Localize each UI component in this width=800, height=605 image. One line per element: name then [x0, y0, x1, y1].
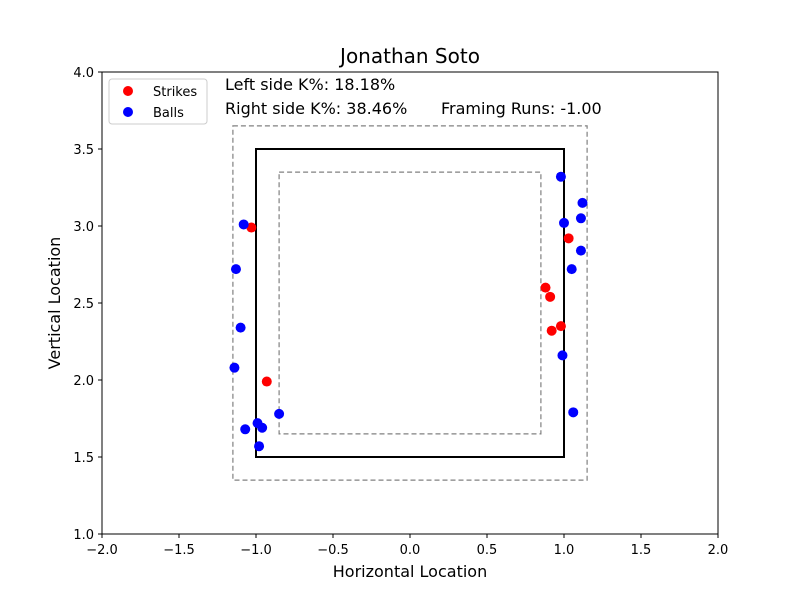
balls-point — [240, 424, 251, 435]
balls-point — [235, 322, 246, 333]
strikes-point — [555, 321, 566, 332]
legend-label-balls: Balls — [153, 106, 184, 121]
legend: Strikes Balls — [108, 78, 208, 125]
x-tick-label: −1.5 — [163, 543, 195, 558]
legend-label-strikes: Strikes — [153, 85, 197, 100]
left-k-annotation: Left side K%: 18.18% — [225, 75, 395, 94]
y-tick-label: 3.5 — [73, 143, 94, 158]
balls-point — [557, 350, 568, 361]
balls-point — [568, 407, 579, 418]
strikes-point — [540, 282, 551, 293]
y-tick-label: 1.0 — [73, 528, 94, 543]
strikes-point — [261, 376, 272, 387]
balls-point — [566, 264, 577, 275]
x-axis-label: Horizontal Location — [333, 562, 487, 581]
strike-zone-rect — [255, 148, 565, 458]
strike-zone-group — [232, 125, 588, 481]
balls-point — [555, 171, 566, 182]
balls-point — [257, 422, 268, 433]
balls-point — [230, 264, 241, 275]
right-k-annotation: Right side K%: 38.46% — [225, 99, 407, 118]
x-tick-label: −1.0 — [240, 543, 272, 558]
y-axis-label: Vertical Location — [45, 237, 64, 370]
y-tick-label: 1.5 — [73, 451, 94, 466]
inner-zone-rect — [278, 171, 542, 435]
balls-point — [254, 441, 265, 452]
y-axis-ticks: 1.0 1.5 2.0 2.5 3.0 3.5 4.0 — [73, 66, 102, 543]
x-tick-label: 1.5 — [631, 543, 652, 558]
chart-title: Jonathan Soto — [338, 44, 480, 68]
data-points-group — [229, 171, 588, 452]
balls-point — [229, 362, 240, 373]
x-tick-label: 0.0 — [400, 543, 421, 558]
balls-point — [575, 213, 586, 224]
x-tick-label: 2.0 — [708, 543, 729, 558]
legend-swatch-balls — [123, 107, 133, 117]
x-tick-label: −0.5 — [317, 543, 349, 558]
balls-point — [575, 245, 586, 256]
strikes-point — [546, 325, 557, 336]
balls-point — [559, 217, 569, 228]
plot-frame — [101, 71, 719, 535]
outer-zone-rect — [232, 125, 588, 481]
x-tick-label: 1.0 — [554, 543, 575, 558]
legend-swatch-strikes — [123, 86, 133, 96]
x-tick-label: −2.0 — [86, 543, 118, 558]
strikes-point — [563, 233, 574, 244]
y-tick-label: 2.5 — [73, 297, 94, 312]
strikes-point — [545, 291, 556, 302]
y-tick-label: 3.0 — [73, 220, 94, 235]
balls-point — [274, 408, 285, 419]
framing-runs-annotation: Framing Runs: -1.00 — [441, 99, 602, 118]
balls-point — [577, 197, 588, 208]
x-axis-ticks: −2.0 −1.5 −1.0 −0.5 0.0 0.5 1.0 1.5 2.0 — [86, 534, 728, 558]
strikes-point — [246, 222, 257, 233]
y-tick-label: 4.0 — [73, 66, 94, 81]
balls-point — [238, 219, 249, 230]
x-tick-label: 0.5 — [477, 543, 498, 558]
legend-box — [108, 78, 208, 125]
y-tick-label: 2.0 — [73, 374, 94, 389]
